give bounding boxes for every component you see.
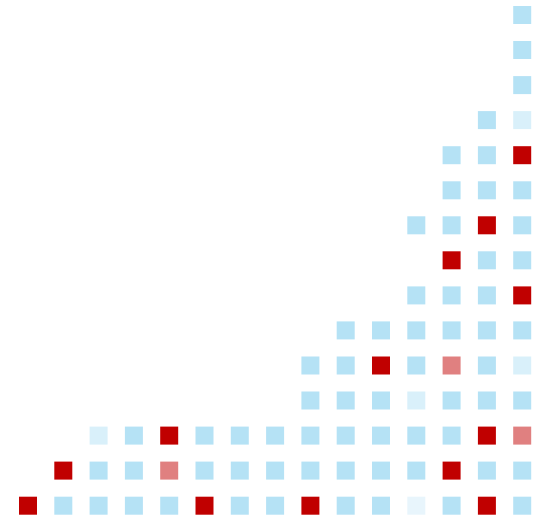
cell [513, 426, 532, 445]
cell [442, 496, 461, 515]
cell [301, 461, 320, 480]
cell [230, 461, 249, 480]
cell [372, 391, 390, 410]
cell [513, 321, 532, 340]
cell [477, 356, 496, 375]
cell [230, 496, 249, 515]
cell [54, 461, 73, 480]
cell [124, 461, 143, 480]
cell [477, 286, 496, 305]
cell [442, 321, 461, 340]
cell [442, 426, 461, 445]
cell [513, 181, 532, 200]
cell [477, 461, 496, 480]
cell [407, 391, 426, 410]
cell [513, 356, 532, 375]
cell [266, 496, 285, 515]
cell [195, 426, 214, 445]
cell [372, 356, 390, 375]
cell [89, 426, 108, 445]
cell [124, 426, 143, 445]
cell [301, 496, 320, 515]
cell [54, 496, 73, 515]
cell [301, 426, 320, 445]
cell [372, 461, 390, 480]
cell [407, 321, 426, 340]
cell [513, 111, 532, 130]
cell [336, 461, 355, 480]
cell [336, 496, 355, 515]
cell [195, 461, 214, 480]
cell [513, 146, 532, 165]
cell [266, 426, 285, 445]
cell [442, 356, 461, 375]
cell [160, 461, 179, 480]
cell [407, 426, 426, 445]
cell [442, 146, 461, 165]
cell [407, 216, 426, 235]
cell [513, 391, 532, 410]
cell [372, 426, 390, 445]
cell [89, 496, 108, 515]
cell [372, 496, 390, 515]
cell [160, 426, 179, 445]
cell [513, 76, 532, 95]
cell [160, 496, 179, 515]
cell [477, 181, 496, 200]
cell [407, 286, 426, 305]
cell [477, 111, 496, 130]
cell [124, 496, 143, 515]
cell [442, 286, 461, 305]
cell [513, 286, 532, 305]
cell [336, 321, 355, 340]
cell [336, 356, 355, 375]
cell [89, 461, 108, 480]
cell [513, 251, 532, 270]
cell [195, 496, 214, 515]
cell [442, 216, 461, 235]
cell [477, 426, 496, 445]
cell [336, 391, 355, 410]
cell [477, 321, 496, 340]
cell [442, 251, 461, 270]
cell [442, 391, 461, 410]
cell [513, 6, 532, 24]
cell [301, 391, 320, 410]
cell [477, 251, 496, 270]
cell [442, 461, 461, 480]
cell [266, 461, 285, 480]
cell [513, 461, 532, 480]
cell [230, 426, 249, 445]
cell [19, 496, 37, 515]
cell [407, 461, 426, 480]
cell [336, 426, 355, 445]
cell [513, 496, 532, 515]
cell [513, 216, 532, 235]
cell [407, 496, 426, 515]
cell [477, 146, 496, 165]
cell [477, 216, 496, 235]
cell [477, 496, 496, 515]
cell [407, 356, 426, 375]
cell [513, 41, 532, 59]
cell [477, 391, 496, 410]
cell [442, 181, 461, 200]
cell [301, 356, 320, 375]
cell [372, 321, 390, 340]
